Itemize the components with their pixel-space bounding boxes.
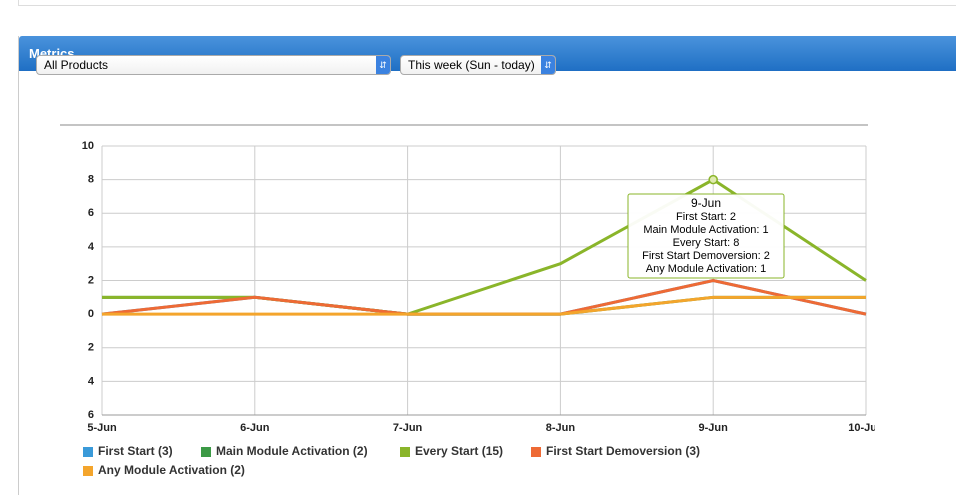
x-tick-label: 10-Jun [848, 422, 875, 434]
y-tick-label: 4 [88, 375, 95, 387]
legend-swatch [400, 447, 410, 457]
x-tick-label: 8-Jun [546, 422, 576, 434]
y-tick-label: 4 [88, 241, 95, 253]
legend-label[interactable]: Any Module Activation (2) [98, 463, 245, 477]
y-tick-label: 8 [88, 174, 94, 186]
select-text: All Products [44, 58, 109, 72]
hover-point [708, 174, 718, 185]
tooltip-line: First Start Demoversion: 2 [642, 250, 770, 262]
chart: 6 4 2 0 2 4 6 8 10 5-Jun 6-Jun 7-Jun 8-Jun 9-Jun 10-Ju… [60, 124, 875, 477]
series-line [102, 295, 866, 316]
tooltip-title: 9-Jun [691, 196, 721, 210]
y-tick-label: 6 [88, 409, 94, 421]
x-tick-label: 7-Jun [393, 422, 423, 434]
tooltip-line: Any Module Activation: 1 [646, 263, 766, 275]
top-frame [18, 0, 956, 6]
legend-label[interactable]: Main Module Activation (2) [216, 444, 368, 458]
y-tick-label: 0 [88, 308, 94, 320]
period-select[interactable]: This week (Sun - today) ⇵ [400, 55, 556, 75]
tooltip-box [627, 193, 785, 279]
select-arrow: ⇵ [541, 56, 555, 74]
select-arrow: ⇵ [376, 56, 390, 74]
y-tick-label: 2 [88, 274, 94, 286]
legend-label[interactable]: Every Start (15) [415, 444, 503, 458]
legend-label[interactable]: First Start (3) [98, 444, 173, 458]
tooltip-line: First Start: 2 [676, 211, 736, 223]
legend-swatch [201, 447, 211, 457]
legend-label[interactable]: First Start Demoversion (3) [546, 444, 700, 458]
y-tick-label: 2 [88, 342, 94, 354]
legend-swatch [83, 466, 93, 476]
tooltip-line: Main Module Activation: 1 [643, 224, 768, 236]
tooltip-line: Every Start: 8 [673, 237, 740, 249]
x-tick-label: 9-Jun [699, 422, 729, 434]
select-text: This week (Sun - today) [408, 58, 535, 72]
series-line [102, 295, 866, 316]
legend-swatch [531, 447, 541, 457]
y-tick-label: 10 [82, 140, 94, 152]
product-select[interactable]: All Products ⇵ [36, 55, 391, 75]
y-tick-label: 6 [88, 207, 94, 219]
x-tick-label: 5-Jun [87, 422, 117, 434]
legend-swatch [83, 447, 93, 457]
x-tick-label: 6-Jun [240, 422, 270, 434]
